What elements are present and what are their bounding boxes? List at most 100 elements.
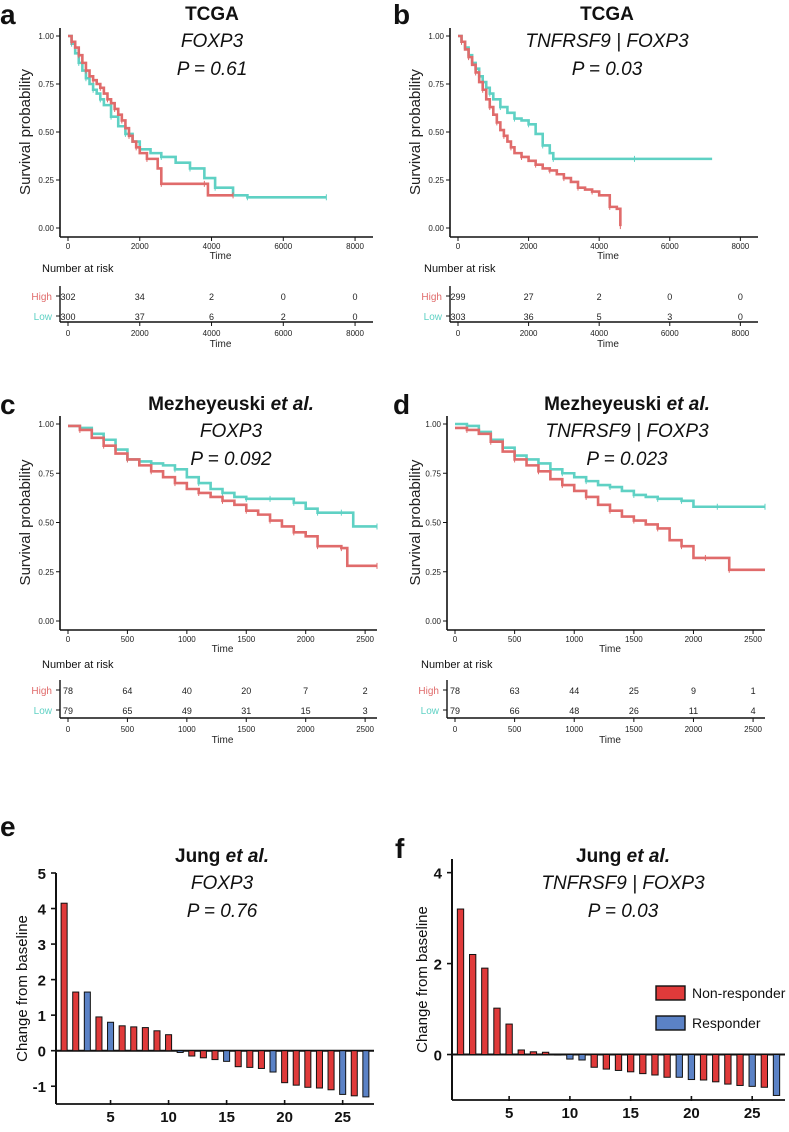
legend-swatch-r [655, 1015, 686, 1031]
x-tick-label: 2500 [744, 635, 762, 644]
y-tick-label: 0.25 [38, 176, 54, 185]
risk-x-tick-label: 2000 [131, 329, 149, 338]
risk-count: 5 [597, 312, 602, 322]
risk-x-axis-label: Time [210, 339, 232, 350]
x-tick-label: 20 [683, 1105, 700, 1122]
waterfall-bar [72, 991, 80, 1052]
survival-curve-low [68, 34, 327, 199]
waterfall-bar [517, 1049, 525, 1056]
x-tick-label: 10 [160, 1109, 177, 1126]
title-suffix: et al. [271, 394, 314, 415]
waterfall-bar [675, 1054, 683, 1078]
waterfall-bar [95, 1016, 103, 1052]
panel-label-f: f [395, 833, 405, 864]
risk-x-tick-label: 0 [66, 725, 71, 734]
risk-group-label-low: Low [34, 312, 53, 323]
risk-count: 26 [629, 706, 639, 716]
risk-count: 6 [209, 312, 214, 322]
risk-count: 0 [738, 312, 743, 322]
risk-x-tick-label: 8000 [731, 329, 749, 338]
y-tick-label: 0.00 [428, 224, 444, 233]
waterfall-bar [350, 1050, 358, 1097]
risk-count: 4 [751, 706, 756, 716]
y-axis-label: Survival probability [17, 69, 34, 195]
risk-count: 64 [122, 686, 132, 696]
risk-x-tick-label: 1500 [237, 725, 255, 734]
risk-x-tick-label: 500 [508, 725, 522, 734]
y-tick-label: 0.25 [428, 176, 444, 185]
risk-x-axis-label: Time [599, 735, 621, 746]
chart-title-a: TCGA [185, 4, 239, 25]
x-tick-label: 20 [276, 1109, 293, 1126]
waterfall-bar [269, 1050, 277, 1073]
risk-group-label-low: Low [421, 706, 440, 717]
risk-count: 2 [597, 292, 602, 302]
y-tick-label: 3 [38, 937, 46, 954]
waterfall-bar [748, 1054, 756, 1087]
x-axis-label: Time [212, 644, 234, 655]
risk-table-title: Number at risk [424, 263, 496, 275]
x-tick-label: 2000 [685, 635, 703, 644]
y-tick-label: 1 [38, 1008, 46, 1025]
x-tick-label: 5 [106, 1109, 114, 1126]
risk-count: 2 [209, 292, 214, 302]
y-axis-label: Survival probability [407, 459, 424, 585]
y-tick-label: 4 [38, 902, 47, 919]
survival-curve-low [455, 422, 765, 509]
x-tick-label: 2000 [131, 242, 149, 251]
waterfall-bar [315, 1050, 323, 1089]
risk-count: 31 [241, 706, 251, 716]
risk-x-tick-label: 2000 [297, 725, 315, 734]
x-tick-label: 500 [508, 635, 522, 644]
risk-count: 303 [450, 312, 465, 322]
x-tick-label: 500 [121, 635, 135, 644]
x-tick-label: 1000 [565, 635, 583, 644]
chart-title-b: TCGA [580, 4, 634, 25]
risk-count: 2 [363, 686, 368, 696]
risk-x-tick-label: 1000 [565, 725, 583, 734]
risk-count: 0 [738, 292, 743, 302]
waterfall-bar [339, 1050, 347, 1095]
risk-count: 34 [135, 292, 145, 302]
y-tick-label: 0.00 [38, 224, 54, 233]
waterfall-bar [578, 1054, 586, 1061]
risk-table-title: Number at risk [421, 659, 493, 671]
risk-count: 300 [60, 312, 75, 322]
waterfall-bar [292, 1050, 300, 1086]
panel-label-e: e [0, 811, 16, 842]
risk-group-label-high: High [418, 686, 439, 697]
y-tick-label: 0.75 [38, 469, 54, 478]
gene-label-c: FOXP3 [200, 421, 263, 442]
risk-count: 36 [524, 312, 534, 322]
waterfall-bar [699, 1054, 708, 1081]
waterfall-bar [211, 1050, 219, 1061]
chart-title-f: Jung et al. [576, 846, 670, 867]
gene-label-d: TNFRSF9 | FOXP3 [545, 421, 709, 442]
waterfall-bar [651, 1054, 659, 1076]
survival-curve-low [458, 34, 713, 161]
x-tick-label: 1000 [178, 635, 196, 644]
waterfall-bar [456, 908, 465, 1056]
risk-x-tick-label: 0 [453, 725, 458, 734]
risk-x-tick-label: 2500 [356, 725, 374, 734]
x-tick-label: 25 [334, 1109, 351, 1126]
y-tick-label: 0.50 [38, 519, 54, 528]
risk-x-tick-label: 2500 [744, 725, 762, 734]
waterfall-bar [165, 1034, 173, 1052]
waterfall-bar [60, 902, 68, 1052]
y-axis-label: Survival probability [17, 459, 34, 585]
risk-count: 7 [303, 686, 308, 696]
x-axis-label: Time [599, 644, 621, 655]
risk-count: 49 [182, 706, 192, 716]
x-tick-label: 0 [66, 242, 71, 251]
risk-group-label-high: High [421, 292, 442, 303]
risk-group-label-low: Low [34, 706, 53, 717]
pvalue-label-c: P = 0.092 [190, 449, 272, 470]
risk-count: 0 [353, 312, 358, 322]
legend-label-r: Responder [692, 1015, 761, 1031]
pvalue-label-e: P = 0.76 [187, 901, 258, 922]
y-tick-label: 0.50 [428, 128, 444, 137]
risk-count: 65 [122, 706, 132, 716]
survival-curve-high [68, 424, 377, 568]
y-tick-label: 5 [38, 866, 46, 883]
